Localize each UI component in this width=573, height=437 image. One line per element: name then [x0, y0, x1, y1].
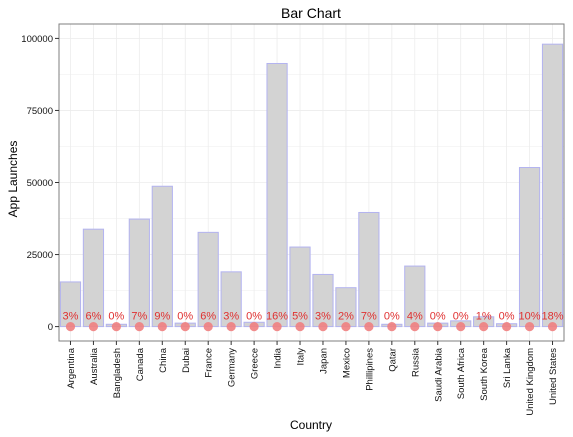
- point-sri-lanka: [502, 321, 512, 332]
- point-greece: [249, 321, 259, 332]
- percent-label: 3%: [223, 311, 239, 323]
- bar-united-kingdom: [518, 167, 541, 328]
- point-united-states: [547, 321, 558, 332]
- point-france: [203, 321, 213, 332]
- x-tick-label: Germany: [227, 348, 238, 387]
- x-tick-label: Sri Lanka: [502, 347, 513, 388]
- x-tick-label: France: [204, 348, 215, 378]
- y-tick-label: 25000: [27, 250, 53, 261]
- point-bangladesh: [111, 321, 121, 332]
- point-russia: [410, 321, 420, 332]
- y-tick-label: 75000: [27, 106, 53, 117]
- percent-labels: 3% 6% 0% 7% 9% 0% 6% 3% 0% 16% 5% 3% 2% 7% 0% 4% 0% 0% 1% 0…: [63, 311, 564, 323]
- percent-label: 7%: [131, 311, 147, 323]
- point-saudi-arabia: [433, 321, 443, 332]
- point-qatar: [387, 321, 397, 332]
- x-tick-label: China: [158, 347, 169, 373]
- percent-label: 3%: [315, 311, 331, 323]
- bar-phillipines: [358, 211, 380, 328]
- x-tick-label: United Kingdom: [525, 348, 536, 416]
- x-tick-label: Greece: [250, 348, 261, 379]
- percent-label: 1%: [476, 311, 492, 323]
- percent-label: 0%: [499, 311, 515, 323]
- percent-label: 0%: [246, 311, 262, 323]
- x-tick-label: Qatar: [387, 348, 398, 372]
- x-tick-label: Russia: [410, 347, 421, 377]
- point-south-korea: [479, 321, 489, 332]
- x-tick-label: Dubai: [181, 348, 192, 373]
- point-united-kingdom: [524, 321, 535, 332]
- percent-label: 2%: [338, 311, 354, 323]
- x-tick-label: Italy: [296, 348, 307, 366]
- percent-label: 0%: [430, 311, 446, 323]
- percent-label: 5%: [292, 311, 308, 323]
- percent-label: 0%: [177, 311, 193, 323]
- bar-china: [151, 185, 173, 328]
- x-tick-label: Bangladesh: [112, 348, 123, 398]
- point-italy: [295, 321, 305, 332]
- point-japan: [318, 321, 328, 332]
- percent-label: 10%: [519, 311, 541, 323]
- x-tick-label: Australia: [89, 347, 100, 385]
- chart-title: Bar Chart: [281, 5, 341, 21]
- bars: [59, 43, 564, 328]
- point-dubai: [180, 321, 190, 332]
- x-axis: Argentina Australia Bangladesh Canada China D…: [66, 341, 559, 416]
- percent-label: 18%: [542, 311, 564, 323]
- x-tick-label: Canada: [135, 347, 146, 381]
- percent-label: 0%: [108, 311, 124, 323]
- percent-label: 16%: [266, 311, 288, 323]
- y-axis-title: App Launches: [6, 141, 20, 218]
- point-germany: [226, 321, 236, 332]
- x-tick-label: South Africa: [456, 347, 467, 399]
- bar-united-states: [541, 43, 564, 328]
- percent-label: 9%: [154, 311, 170, 323]
- x-tick-label: Phillipines: [364, 348, 375, 391]
- percent-label: 0%: [384, 311, 400, 323]
- percent-label: 4%: [407, 311, 423, 323]
- x-tick-label: United States: [548, 348, 559, 405]
- x-tick-label: Argentina: [66, 347, 77, 388]
- y-tick-label: 50000: [27, 178, 53, 189]
- point-south-africa: [456, 321, 466, 332]
- x-tick-label: India: [273, 347, 284, 368]
- point-phillipines: [364, 321, 374, 332]
- percent-label: 6%: [200, 311, 216, 323]
- x-tick-label: Mexico: [341, 348, 352, 378]
- point-australia: [88, 321, 99, 332]
- x-tick-label: Saudi Arabia: [433, 347, 444, 402]
- point-canada: [134, 321, 144, 332]
- percent-label: 7%: [361, 311, 377, 323]
- points: [65, 321, 558, 332]
- percent-label: 0%: [453, 311, 469, 323]
- point-china: [157, 321, 167, 332]
- point-india: [272, 321, 282, 332]
- y-tick-label: 100000: [21, 34, 53, 45]
- y-axis: 0 25000 50000 75000 100000: [21, 34, 59, 333]
- bar-india: [266, 62, 288, 328]
- x-axis-title: Country: [290, 418, 332, 432]
- percent-label: 3%: [63, 311, 79, 323]
- percent-label: 6%: [85, 311, 101, 323]
- y-tick-label: 0: [48, 322, 53, 333]
- x-tick-label: South Korea: [479, 347, 490, 401]
- point-mexico: [341, 321, 351, 332]
- x-tick-label: Japan: [318, 348, 329, 374]
- point-argentina: [65, 321, 76, 332]
